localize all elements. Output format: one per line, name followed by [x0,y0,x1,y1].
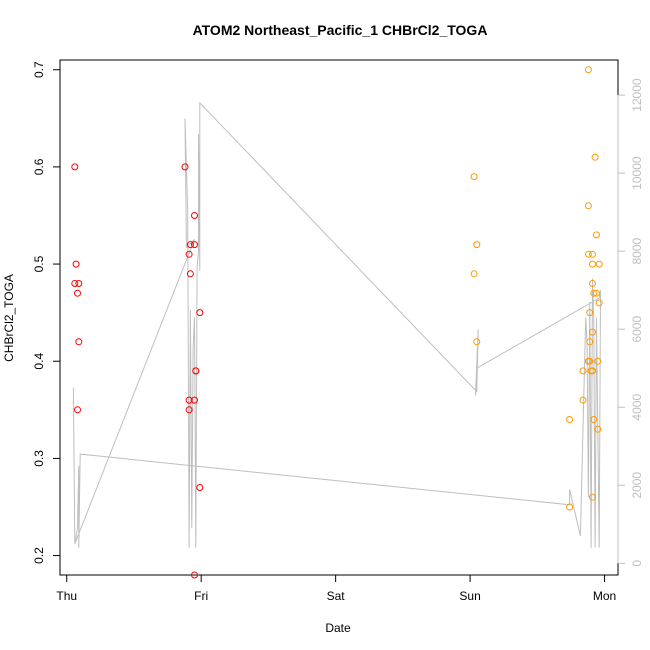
data-point-red [74,289,81,297]
data-point-orange [584,66,592,74]
data-point-orange [586,309,594,317]
x-tick-label: Sun [459,589,480,603]
plot-frame [59,59,619,576]
data-point-red [185,250,193,258]
x-axis-label: Date [325,621,351,635]
data-point-orange [589,260,596,268]
data-point-red [191,212,198,219]
data-point-orange [589,367,596,375]
data-point-red [186,241,194,249]
data-point-orange [595,260,603,268]
y2-tick-label: 6000 [630,316,644,343]
data-point-orange [594,357,602,365]
data-point-orange [470,173,478,181]
data-point-red [75,338,83,346]
y-tick-label: 0.5 [32,255,46,272]
data-point-red [186,270,194,278]
y2-tick-label: 12000 [630,78,644,112]
data-point-red [196,309,204,317]
data-point-orange [566,416,574,423]
data-point-orange [470,270,478,278]
data-point-red [196,484,204,491]
data-point-red [185,406,193,414]
x-tick-label: Fri [194,589,208,603]
x-tick-label: Thu [56,589,77,603]
data-point-orange [595,299,603,307]
data-point-red [191,571,198,579]
data-point-red [192,367,200,375]
data-point-orange [589,328,596,336]
data-point-red [74,406,81,414]
y-tick-label: 0.7 [32,61,46,78]
altitude-line [72,101,601,548]
data-point-orange [590,416,598,423]
x-tick-label: Mon [593,589,616,603]
data-point-red [75,280,83,287]
data-point-orange [584,202,592,210]
data-point-red [71,163,79,171]
x-tick-label: Sat [327,589,346,603]
data-point-orange [593,289,600,297]
y2-tick-label: 0 [630,560,644,567]
data-point-orange [584,250,592,258]
data-point-orange [593,231,600,239]
data-point-red [185,396,193,404]
data-point-orange [566,503,574,511]
y2-tick-label: 8000 [630,238,644,265]
data-point-red [181,163,189,171]
y2-tick-label: 10000 [630,156,644,190]
data-point-red [71,280,79,287]
y-tick-label: 0.4 [32,353,46,370]
data-points-layer [71,66,603,579]
y-tick-label: 0.3 [32,450,46,467]
data-point-orange [589,250,596,258]
data-point-orange [591,153,599,161]
y-axis-right: 0 2000 4000 6000 8000 10000 12000 [617,78,644,567]
y-tick-label: 0.6 [32,158,46,175]
data-point-orange [594,425,602,433]
data-point-orange [586,357,594,365]
y-axis-label: CHBrCl2_TOGA [2,274,16,362]
data-point-orange [589,493,596,501]
y2-tick-label: 4000 [630,394,644,421]
data-point-red [72,260,80,268]
altitude-line-layer [72,101,601,548]
y-axis-left: 0.2 0.3 0.4 0.5 0.6 0.7 [32,61,61,564]
data-point-orange [473,338,481,346]
data-point-red [191,396,198,404]
data-point-orange [589,280,596,287]
data-point-orange [586,338,594,346]
data-point-orange [473,241,481,249]
x-axis: Thu Fri Sat Sun Mon [56,574,616,603]
data-point-orange [579,396,587,404]
chart-title: ATOM2 Northeast_Pacific_1 CHBrCl2_TOGA [193,22,488,38]
data-point-red [191,241,198,249]
y2-tick-label: 2000 [630,472,644,499]
y-tick-label: 0.2 [32,547,46,564]
data-point-orange [579,367,587,375]
data-point-orange [590,289,598,297]
